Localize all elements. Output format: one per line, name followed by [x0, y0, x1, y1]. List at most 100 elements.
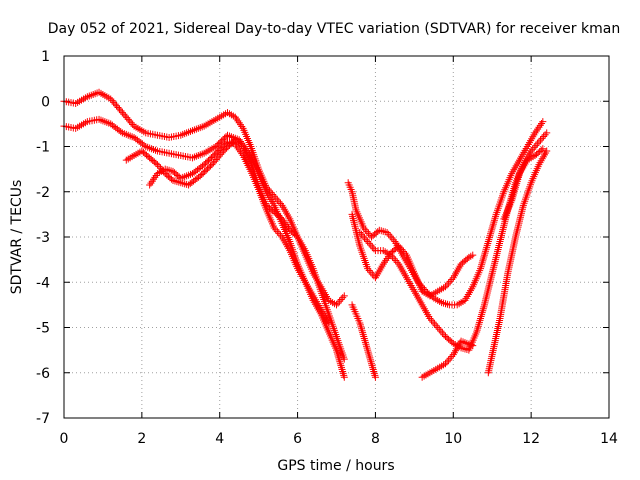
data-point: [437, 327, 445, 335]
data-point: [364, 348, 372, 356]
x-tick-label: 14: [600, 431, 618, 447]
data-point: [276, 200, 284, 208]
data-point: [359, 329, 367, 337]
series-track-a: [60, 88, 348, 309]
data-point: [369, 364, 377, 372]
data-point: [107, 95, 115, 103]
data-point: [480, 251, 488, 259]
y-tick-label: -1: [36, 140, 50, 156]
data-point: [482, 245, 490, 253]
data-point: [339, 294, 347, 302]
y-tick-label: 0: [41, 94, 50, 110]
data-point: [365, 352, 373, 360]
x-tick-label: 0: [60, 431, 69, 447]
data-point: [445, 356, 453, 364]
grid: [64, 56, 609, 418]
data-point: [276, 231, 284, 239]
data-point: [115, 105, 123, 113]
data-point: [442, 360, 449, 368]
data-point: [541, 131, 549, 139]
data-point: [442, 283, 449, 291]
data-point: [463, 255, 471, 263]
data-point: [367, 241, 375, 249]
data-point: [152, 159, 160, 167]
data-point: [385, 230, 393, 238]
data-point: [367, 268, 375, 276]
series-track-h: [348, 301, 379, 381]
data-point: [434, 324, 442, 331]
series-track-f: [356, 129, 551, 354]
data-point: [269, 190, 277, 198]
data-point: [273, 228, 281, 236]
data-point: [366, 354, 374, 362]
data-point: [126, 117, 134, 125]
data-point: [325, 319, 333, 327]
data-point: [358, 327, 366, 335]
series-track-k: [500, 145, 547, 223]
data-point: [209, 159, 217, 167]
data-point: [390, 255, 398, 263]
data-point: [392, 257, 400, 265]
data-point: [476, 316, 484, 324]
data-point: [140, 141, 148, 149]
data-point: [364, 265, 372, 273]
data-point: [488, 224, 496, 232]
data-point: [127, 119, 135, 127]
data-point: [486, 232, 494, 240]
data-point: [108, 97, 116, 105]
x-tick-label: 4: [215, 431, 224, 447]
data-point: [361, 226, 369, 234]
y-tick-label: -4: [36, 275, 50, 291]
data-point: [336, 360, 344, 368]
data-point: [117, 128, 125, 136]
data-point: [386, 232, 394, 240]
data-point: [443, 358, 451, 366]
data-point: [487, 230, 495, 238]
data-point: [492, 212, 500, 220]
data-point: [530, 143, 538, 151]
data-point: [211, 157, 219, 165]
data-point: [361, 336, 369, 344]
data-point: [491, 214, 499, 222]
data-point: [111, 100, 119, 108]
data-point: [536, 136, 544, 144]
data-point: [364, 346, 372, 354]
data-point: [435, 325, 443, 333]
data-point: [533, 140, 541, 148]
y-tick-label: -7: [36, 411, 50, 427]
data-point: [480, 253, 488, 261]
x-tick-label: 2: [137, 431, 146, 447]
data-point: [440, 331, 448, 339]
x-tick-label: 6: [293, 431, 302, 447]
data-point: [360, 224, 368, 232]
data-point: [480, 303, 488, 311]
data-point: [357, 323, 365, 331]
data-point: [153, 161, 161, 169]
data-point: [445, 279, 453, 287]
data-point: [368, 360, 376, 368]
data-point: [478, 311, 486, 319]
data-point: [490, 218, 498, 226]
data-point: [270, 224, 278, 232]
data-point: [448, 338, 456, 346]
data-point: [337, 295, 345, 303]
data-point: [337, 362, 345, 370]
data-point: [333, 348, 341, 356]
y-tick-label: 1: [41, 49, 50, 65]
data-point: [389, 236, 397, 244]
y-tick-label: -3: [36, 230, 50, 246]
data-point: [338, 364, 346, 372]
data-point: [483, 241, 491, 249]
data-point: [481, 249, 489, 257]
data-point: [488, 226, 496, 234]
data-point: [540, 133, 548, 141]
data-point: [527, 147, 535, 155]
data-point: [363, 344, 371, 352]
data-point: [448, 352, 456, 360]
data-point: [538, 134, 546, 142]
data-point: [368, 243, 376, 251]
data-point: [393, 258, 401, 266]
data-point: [401, 249, 409, 257]
